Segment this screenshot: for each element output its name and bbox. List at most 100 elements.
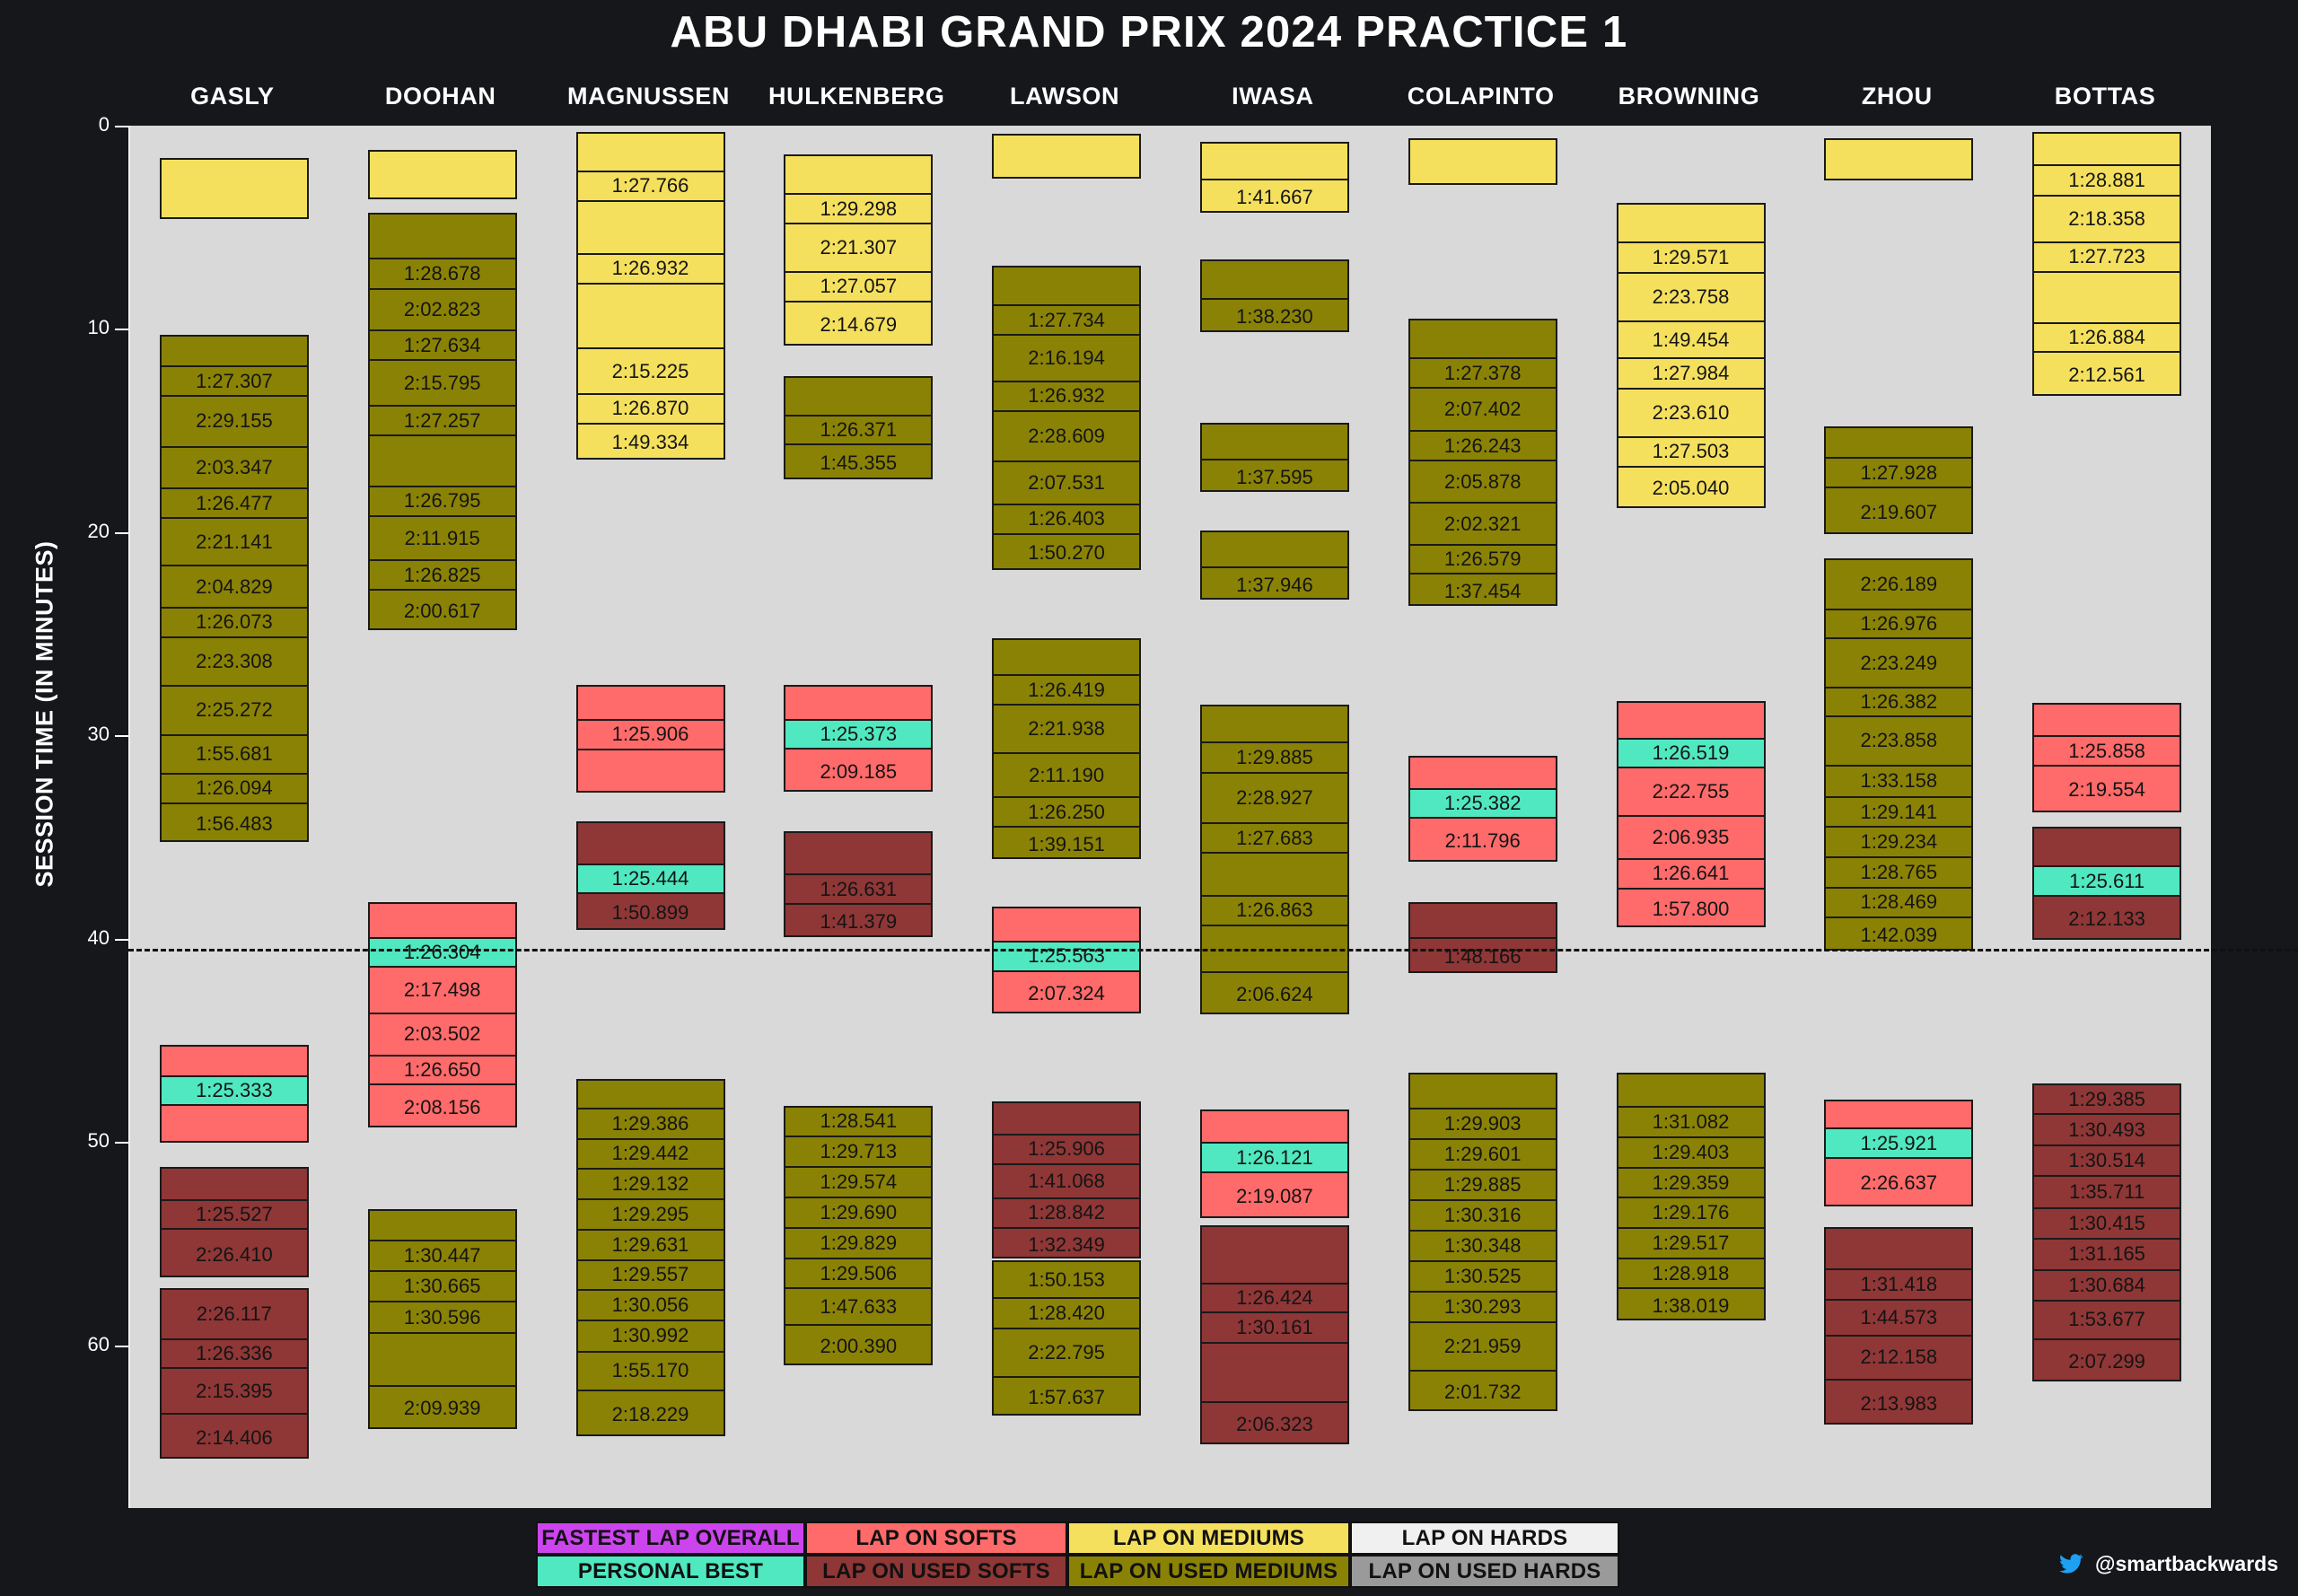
lap-cell[interactable]: 1:30.293: [1409, 1293, 1556, 1324]
lap-cell[interactable]: 1:29.176: [1618, 1198, 1764, 1230]
lap-cell[interactable]: 1:28.678: [369, 259, 515, 290]
stint-bar[interactable]: 1:29.885 2:28.927 1:27.683 1:26.863 2:06.624: [1199, 705, 1349, 1014]
lap-cell[interactable]: 1:30.992: [577, 1321, 724, 1353]
lap-cell[interactable]: [577, 823, 724, 866]
lap-cell[interactable]: [994, 267, 1140, 307]
stint-bar[interactable]: 1:28.678 2:02.823 1:27.634 2:15.795 1:27.257…: [367, 213, 517, 630]
lap-cell[interactable]: 2:07.531: [994, 462, 1140, 505]
lap-cell[interactable]: 1:29.295: [577, 1200, 724, 1231]
stint-bar[interactable]: 1:25.611 2:12.133: [2032, 827, 2182, 940]
lap-cell[interactable]: 1:27.683: [1201, 824, 1347, 855]
lap-cell[interactable]: 1:29.713: [785, 1137, 932, 1169]
lap-cell[interactable]: 1:26.863: [1201, 897, 1347, 926]
lap-cell[interactable]: 1:26.424: [1201, 1285, 1347, 1314]
lap-cell[interactable]: 1:26.795: [369, 487, 515, 517]
lap-cell[interactable]: 1:29.385: [2034, 1085, 2180, 1116]
lap-cell[interactable]: 2:23.758: [1618, 274, 1764, 323]
lap-cell[interactable]: 1:31.082: [1618, 1108, 1764, 1138]
lap-cell[interactable]: 2:01.732: [1443, 1380, 1522, 1403]
lap-cell[interactable]: 2:22.795: [994, 1329, 1140, 1378]
lap-cell[interactable]: 1:37.454: [1443, 579, 1522, 602]
lap-cell[interactable]: 1:39.151: [1028, 832, 1105, 855]
lap-cell[interactable]: 1:30.665: [369, 1272, 515, 1303]
lap-cell[interactable]: [1201, 926, 1347, 973]
lap-cell[interactable]: 2:18.229: [611, 1403, 689, 1426]
lap-cell[interactable]: 1:29.885: [1409, 1171, 1556, 1201]
stint-bar[interactable]: 1:27.378 2:07.402 1:26.243 2:05.878 2:02.321…: [1408, 319, 1557, 606]
stint-bar[interactable]: [1408, 137, 1557, 185]
lap-cell[interactable]: [162, 160, 307, 221]
stint-bar[interactable]: 1:29.385 1:30.493 1:30.514 1:35.711 1:30.415…: [2032, 1083, 2182, 1381]
lap-cell[interactable]: 1:31.418: [1826, 1270, 1972, 1302]
lap-cell[interactable]: 1:32.349: [1028, 1232, 1105, 1256]
lap-cell[interactable]: 2:23.249: [1826, 639, 1972, 688]
lap-cell[interactable]: 1:29.571: [1618, 243, 1764, 274]
lap-cell[interactable]: 1:27.723: [2034, 243, 2180, 273]
lap-cell[interactable]: 1:29.386: [577, 1109, 724, 1140]
stint-bar[interactable]: 1:25.906 1:41.068 1:28.842 1:32.349: [992, 1101, 1142, 1259]
lap-cell[interactable]: [1201, 532, 1347, 569]
lap-cell[interactable]: 2:21.141: [161, 519, 307, 567]
lap-cell[interactable]: 1:30.447: [369, 1241, 515, 1273]
lap-cell[interactable]: 1:33.158: [1826, 767, 1972, 798]
lap-cell-personal-best[interactable]: 1:25.563: [994, 943, 1140, 972]
lap-cell[interactable]: 2:14.406: [196, 1425, 273, 1449]
lap-cell[interactable]: 2:26.189: [1826, 560, 1972, 610]
stint-bar[interactable]: 2:26.117 1:26.336 2:15.395 2:14.406: [159, 1288, 309, 1460]
stint-bar[interactable]: 1:41.667: [1199, 142, 1349, 214]
lap-cell[interactable]: 1:27.307: [161, 367, 307, 398]
stint-bar[interactable]: 1:26.519 2:22.755 2:06.935 1:26.641 1:57.800: [1616, 700, 1766, 928]
lap-cell[interactable]: 2:28.927: [1201, 774, 1347, 825]
lap-cell[interactable]: 1:56.483: [196, 811, 273, 835]
lap-cell[interactable]: 1:26.631: [785, 875, 932, 905]
lap-cell[interactable]: [369, 1211, 515, 1242]
lap-cell-personal-best[interactable]: 1:25.373: [785, 721, 932, 750]
lap-cell[interactable]: 1:49.454: [1618, 322, 1764, 360]
lap-cell[interactable]: [1201, 1111, 1347, 1144]
lap-cell[interactable]: 1:55.681: [161, 736, 307, 776]
stint-bar[interactable]: 1:27.307 2:29.155 2:03.347 1:26.477 2:21.141…: [159, 335, 309, 842]
lap-cell[interactable]: 2:12.561: [2068, 364, 2145, 387]
lap-cell[interactable]: 1:26.641: [1618, 860, 1764, 890]
lap-cell[interactable]: [2034, 134, 2180, 167]
lap-cell[interactable]: 1:50.899: [611, 901, 689, 925]
lap-cell[interactable]: 2:23.858: [1826, 717, 1972, 767]
lap-cell[interactable]: 1:41.379: [820, 910, 898, 934]
lap-cell[interactable]: 1:31.165: [2034, 1240, 2180, 1271]
lap-cell[interactable]: [1618, 205, 1764, 244]
lap-cell[interactable]: 1:41.068: [994, 1165, 1140, 1199]
stint-bar[interactable]: 2:26.189 1:26.976 2:23.249 1:26.382 2:23.858…: [1824, 558, 1974, 951]
lap-cell[interactable]: 2:09.185: [820, 759, 898, 783]
stint-bar[interactable]: [159, 158, 309, 221]
lap-cell[interactable]: 1:26.243: [1409, 432, 1556, 461]
stint-bar[interactable]: 1:29.298 2:21.307 1:27.057 2:14.679: [784, 153, 934, 346]
stint-bar[interactable]: 1:25.527 2:26.410: [159, 1166, 309, 1278]
lap-cell[interactable]: 1:29.359: [1618, 1169, 1764, 1199]
lap-cell-personal-best[interactable]: 1:25.333: [161, 1076, 307, 1106]
lap-cell[interactable]: 1:29.298: [785, 195, 932, 225]
lap-cell[interactable]: 1:29.442: [577, 1140, 724, 1171]
lap-cell[interactable]: 2:11.796: [1444, 829, 1521, 853]
lap-cell[interactable]: 2:19.087: [1236, 1185, 1313, 1208]
lap-cell[interactable]: 2:03.502: [369, 1014, 515, 1057]
lap-cell[interactable]: 1:30.056: [577, 1291, 724, 1322]
lap-cell[interactable]: 1:29.557: [577, 1261, 724, 1292]
stint-bar[interactable]: 1:25.906: [575, 684, 725, 795]
stint-bar[interactable]: 1:38.230: [1199, 259, 1349, 332]
lap-cell[interactable]: [2034, 829, 2180, 868]
lap-cell[interactable]: 1:28.842: [994, 1199, 1140, 1230]
lap-cell[interactable]: 1:57.800: [1652, 897, 1730, 920]
lap-cell[interactable]: 1:29.631: [577, 1231, 724, 1261]
stint-bar[interactable]: 1:25.858 2:19.554: [2032, 703, 2182, 812]
lap-cell[interactable]: 1:26.403: [994, 505, 1140, 535]
lap-cell[interactable]: [1409, 758, 1556, 791]
lap-cell[interactable]: 2:29.155: [161, 397, 307, 448]
stint-bar[interactable]: 1:29.386 1:29.442 1:29.132 1:29.295 1:29.631…: [575, 1079, 725, 1437]
lap-cell[interactable]: 1:27.766: [577, 172, 724, 202]
stint-bar[interactable]: 1:30.447 1:30.665 1:30.596 2:09.939: [367, 1209, 517, 1429]
lap-cell[interactable]: [369, 436, 515, 487]
lap-cell[interactable]: 1:30.525: [1409, 1262, 1556, 1293]
lap-cell[interactable]: [994, 1103, 1140, 1136]
lap-cell[interactable]: 1:29.574: [785, 1168, 932, 1198]
lap-cell[interactable]: [578, 750, 724, 795]
